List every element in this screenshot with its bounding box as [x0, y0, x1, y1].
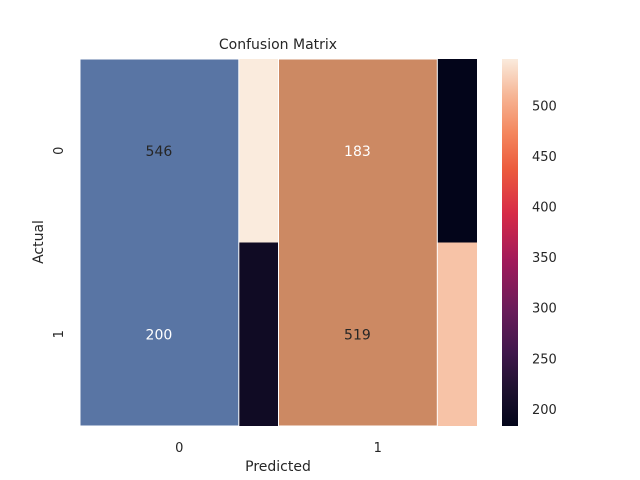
colorbar-tick-500: 500	[532, 100, 557, 115]
cell-value-1-1: 519	[344, 327, 371, 343]
y-axis-label: Actual	[31, 220, 47, 264]
colorbar-tick-250: 250	[532, 352, 557, 367]
colorbar-tick-300: 300	[532, 302, 557, 317]
colorbar-ticks: 200 250 300 350 400 450 500	[532, 100, 557, 418]
overlay-bar-0	[79, 58, 240, 427]
y-tick-labels: 01	[52, 147, 67, 339]
colorbar-tick-400: 400	[532, 201, 557, 216]
cell-value-0-1: 183	[344, 144, 371, 160]
colorbar	[502, 59, 518, 426]
x-tick-0: 0	[175, 441, 183, 456]
overlay-bars	[79, 58, 438, 427]
y-tick-0: 0	[52, 147, 67, 155]
cell-labels: 546 183 200 519	[146, 144, 371, 344]
colorbar-tick-350: 350	[532, 251, 557, 266]
x-axis-label: Predicted	[245, 459, 311, 475]
cell-value-0-0: 546	[146, 144, 173, 160]
x-tick-1: 1	[374, 441, 382, 456]
colorbar-tick-450: 450	[532, 150, 557, 165]
overlay-bar-1	[278, 58, 438, 427]
chart-title: Confusion Matrix	[219, 37, 337, 53]
y-tick-1: 1	[52, 330, 67, 338]
cell-value-1-0: 200	[146, 327, 173, 343]
colorbar-tick-200: 200	[532, 403, 557, 418]
